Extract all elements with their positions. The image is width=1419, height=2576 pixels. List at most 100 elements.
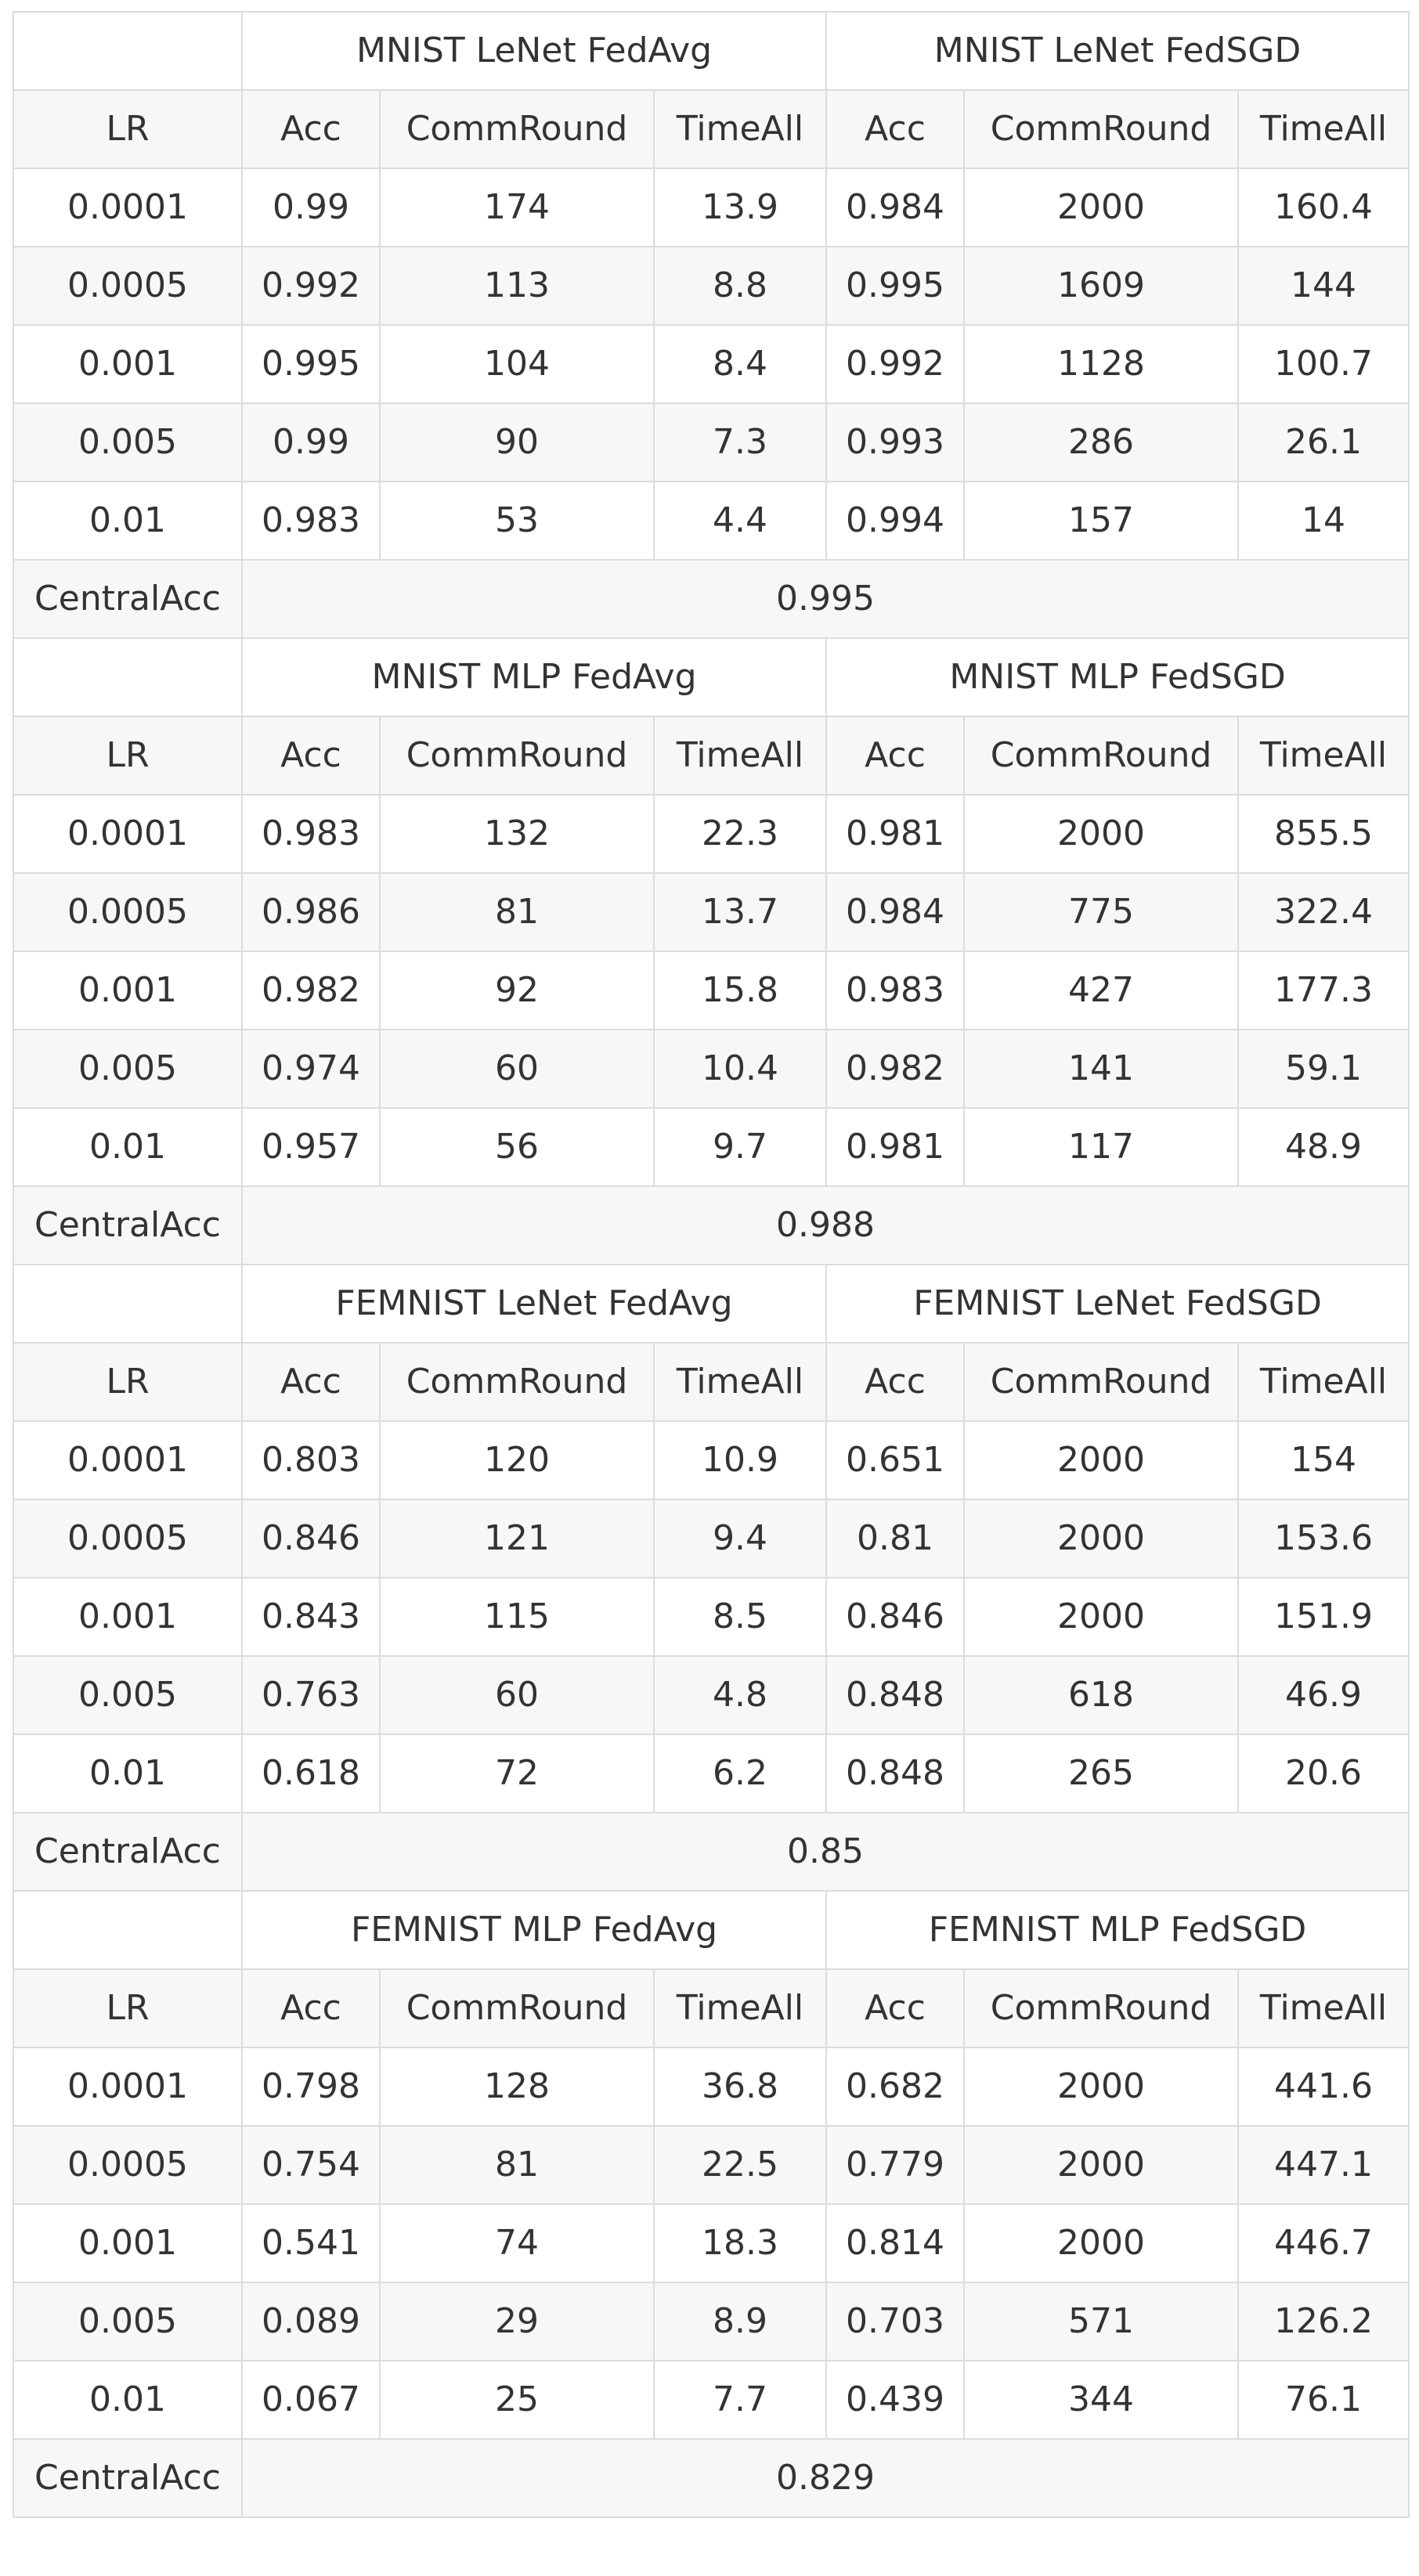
lr-header: LR — [13, 716, 243, 796]
fedsgd-comm-round-value: 1609 — [963, 246, 1240, 326]
comm-round-header: CommRound — [379, 716, 655, 796]
fedavg-time-all-value: 10.9 — [652, 1420, 828, 1500]
acc-header: Acc — [825, 89, 966, 169]
left-group-title: MNIST MLP FedAvg — [240, 637, 828, 717]
fedavg-acc-value: 0.99 — [241, 402, 381, 482]
fedavg-acc-value: 0.986 — [241, 872, 381, 952]
fedsgd-acc-value: 0.992 — [825, 324, 966, 404]
fedavg-time-all-value: 4.4 — [652, 481, 828, 561]
table-row: 0.0001 0.798 128 36.8 0.682 2000 441.6 — [13, 2047, 1410, 2127]
fedsgd-comm-round-value: 265 — [963, 1734, 1240, 1813]
fedavg-time-all-value: 9.4 — [652, 1499, 828, 1578]
table-row: 0.0005 0.754 81 22.5 0.779 2000 447.1 — [13, 2125, 1410, 2205]
fedavg-time-all-value: 8.4 — [652, 324, 828, 404]
table-row: 0.01 0.983 53 4.4 0.994 157 14 — [13, 481, 1410, 561]
table-row: 0.001 0.541 74 18.3 0.814 2000 446.7 — [13, 2203, 1410, 2283]
central-acc-label: CentralAcc — [13, 1812, 243, 1892]
fedsgd-acc-value: 0.439 — [825, 2360, 966, 2440]
acc-header: Acc — [241, 1968, 381, 2048]
results-table-body: MNIST LeNet FedAvg MNIST LeNet FedSGD LR Ac… — [13, 11, 1410, 2518]
table-row: 0.001 0.995 104 8.4 0.992 1128 100.7 — [13, 324, 1410, 404]
lr-value: 0.005 — [13, 1655, 243, 1735]
table-row: 0.0001 0.983 132 22.3 0.981 2000 855.5 — [13, 794, 1410, 874]
fedavg-comm-round-value: 128 — [379, 2047, 655, 2127]
fedsgd-acc-value: 0.981 — [825, 1107, 966, 1187]
fedavg-acc-value: 0.957 — [241, 1107, 381, 1187]
fedavg-acc-value: 0.983 — [241, 481, 381, 561]
fedavg-acc-value: 0.983 — [241, 794, 381, 874]
fedavg-acc-value: 0.974 — [241, 1029, 381, 1109]
fedavg-time-all-value: 22.3 — [652, 794, 828, 874]
right-group-title: MNIST LeNet FedSGD — [825, 11, 1410, 91]
table-row: 0.01 0.618 72 6.2 0.848 265 20.6 — [13, 1734, 1410, 1813]
fedsgd-acc-value: 0.651 — [825, 1420, 966, 1500]
fedsgd-comm-round-value: 571 — [963, 2282, 1240, 2361]
central-acc-label: CentralAcc — [13, 2438, 243, 2518]
empty-corner-cell — [13, 1264, 243, 1344]
fedsgd-comm-round-value: 1128 — [963, 324, 1240, 404]
fedavg-time-all-value: 13.7 — [652, 872, 828, 952]
fedavg-comm-round-value: 81 — [379, 2125, 655, 2205]
fedsgd-acc-value: 0.983 — [825, 951, 966, 1030]
fedavg-time-all-value: 10.4 — [652, 1029, 828, 1109]
fedavg-comm-round-value: 121 — [379, 1499, 655, 1578]
fedsgd-time-all-value: 855.5 — [1237, 794, 1410, 874]
fedsgd-time-all-value: 76.1 — [1237, 2360, 1410, 2440]
fedavg-time-all-value: 8.9 — [652, 2282, 828, 2361]
fedsgd-acc-value: 0.984 — [825, 872, 966, 952]
acc-header: Acc — [825, 1342, 966, 1422]
left-group-title: FEMNIST MLP FedAvg — [240, 1890, 828, 1970]
fedsgd-comm-round-value: 157 — [963, 481, 1240, 561]
table-row: 0.005 0.99 90 7.3 0.993 286 26.1 — [13, 402, 1410, 482]
central-acc-value: 0.85 — [240, 1812, 1410, 1892]
time-all-header: TimeAll — [652, 716, 828, 796]
time-all-header: TimeAll — [1237, 716, 1410, 796]
lr-value: 0.0001 — [13, 2047, 243, 2127]
lr-value: 0.005 — [13, 2282, 243, 2361]
fedsgd-comm-round-value: 618 — [963, 1655, 1240, 1735]
fedsgd-acc-value: 0.995 — [825, 246, 966, 326]
central-acc-row: CentralAcc 0.829 — [13, 2438, 1410, 2518]
fedavg-comm-round-value: 53 — [379, 481, 655, 561]
fedsgd-time-all-value: 446.7 — [1237, 2203, 1410, 2283]
lr-value: 0.0005 — [13, 246, 243, 326]
fedsgd-comm-round-value: 2000 — [963, 2203, 1240, 2283]
fedsgd-time-all-value: 144 — [1237, 246, 1410, 326]
table-row: 0.01 0.067 25 7.7 0.439 344 76.1 — [13, 2360, 1410, 2440]
time-all-header: TimeAll — [1237, 1342, 1410, 1422]
fedsgd-acc-value: 0.848 — [825, 1655, 966, 1735]
lr-value: 0.005 — [13, 1029, 243, 1109]
fedsgd-time-all-value: 322.4 — [1237, 872, 1410, 952]
fedavg-comm-round-value: 132 — [379, 794, 655, 874]
fedavg-acc-value: 0.067 — [241, 2360, 381, 2440]
right-group-title: FEMNIST MLP FedSGD — [825, 1890, 1410, 1970]
fedavg-time-all-value: 36.8 — [652, 2047, 828, 2127]
group-title-row: FEMNIST LeNet FedAvg FEMNIST LeNet FedSGD — [13, 1264, 1410, 1344]
fedavg-comm-round-value: 115 — [379, 1577, 655, 1657]
fedavg-time-all-value: 6.2 — [652, 1734, 828, 1813]
fedsgd-acc-value: 0.993 — [825, 402, 966, 482]
lr-value: 0.0005 — [13, 872, 243, 952]
lr-value: 0.01 — [13, 481, 243, 561]
fedsgd-comm-round-value: 2000 — [963, 1499, 1240, 1578]
fedavg-comm-round-value: 104 — [379, 324, 655, 404]
acc-header: Acc — [241, 1342, 381, 1422]
central-acc-label: CentralAcc — [13, 559, 243, 639]
fedavg-acc-value: 0.803 — [241, 1420, 381, 1500]
time-all-header: TimeAll — [652, 89, 828, 169]
fedsgd-time-all-value: 441.6 — [1237, 2047, 1410, 2127]
fedavg-comm-round-value: 25 — [379, 2360, 655, 2440]
fedavg-time-all-value: 9.7 — [652, 1107, 828, 1187]
fedavg-time-all-value: 15.8 — [652, 951, 828, 1030]
central-acc-label: CentralAcc — [13, 1185, 243, 1265]
fedavg-acc-value: 0.754 — [241, 2125, 381, 2205]
lr-header: LR — [13, 1968, 243, 2048]
right-group-title: MNIST MLP FedSGD — [825, 637, 1410, 717]
fedsgd-comm-round-value: 2000 — [963, 168, 1240, 247]
fedsgd-acc-value: 0.848 — [825, 1734, 966, 1813]
table-row: 0.001 0.843 115 8.5 0.846 2000 151.9 — [13, 1577, 1410, 1657]
fedavg-comm-round-value: 72 — [379, 1734, 655, 1813]
fedsgd-comm-round-value: 775 — [963, 872, 1240, 952]
comm-round-header: CommRound — [379, 1968, 655, 2048]
acc-header: Acc — [241, 716, 381, 796]
